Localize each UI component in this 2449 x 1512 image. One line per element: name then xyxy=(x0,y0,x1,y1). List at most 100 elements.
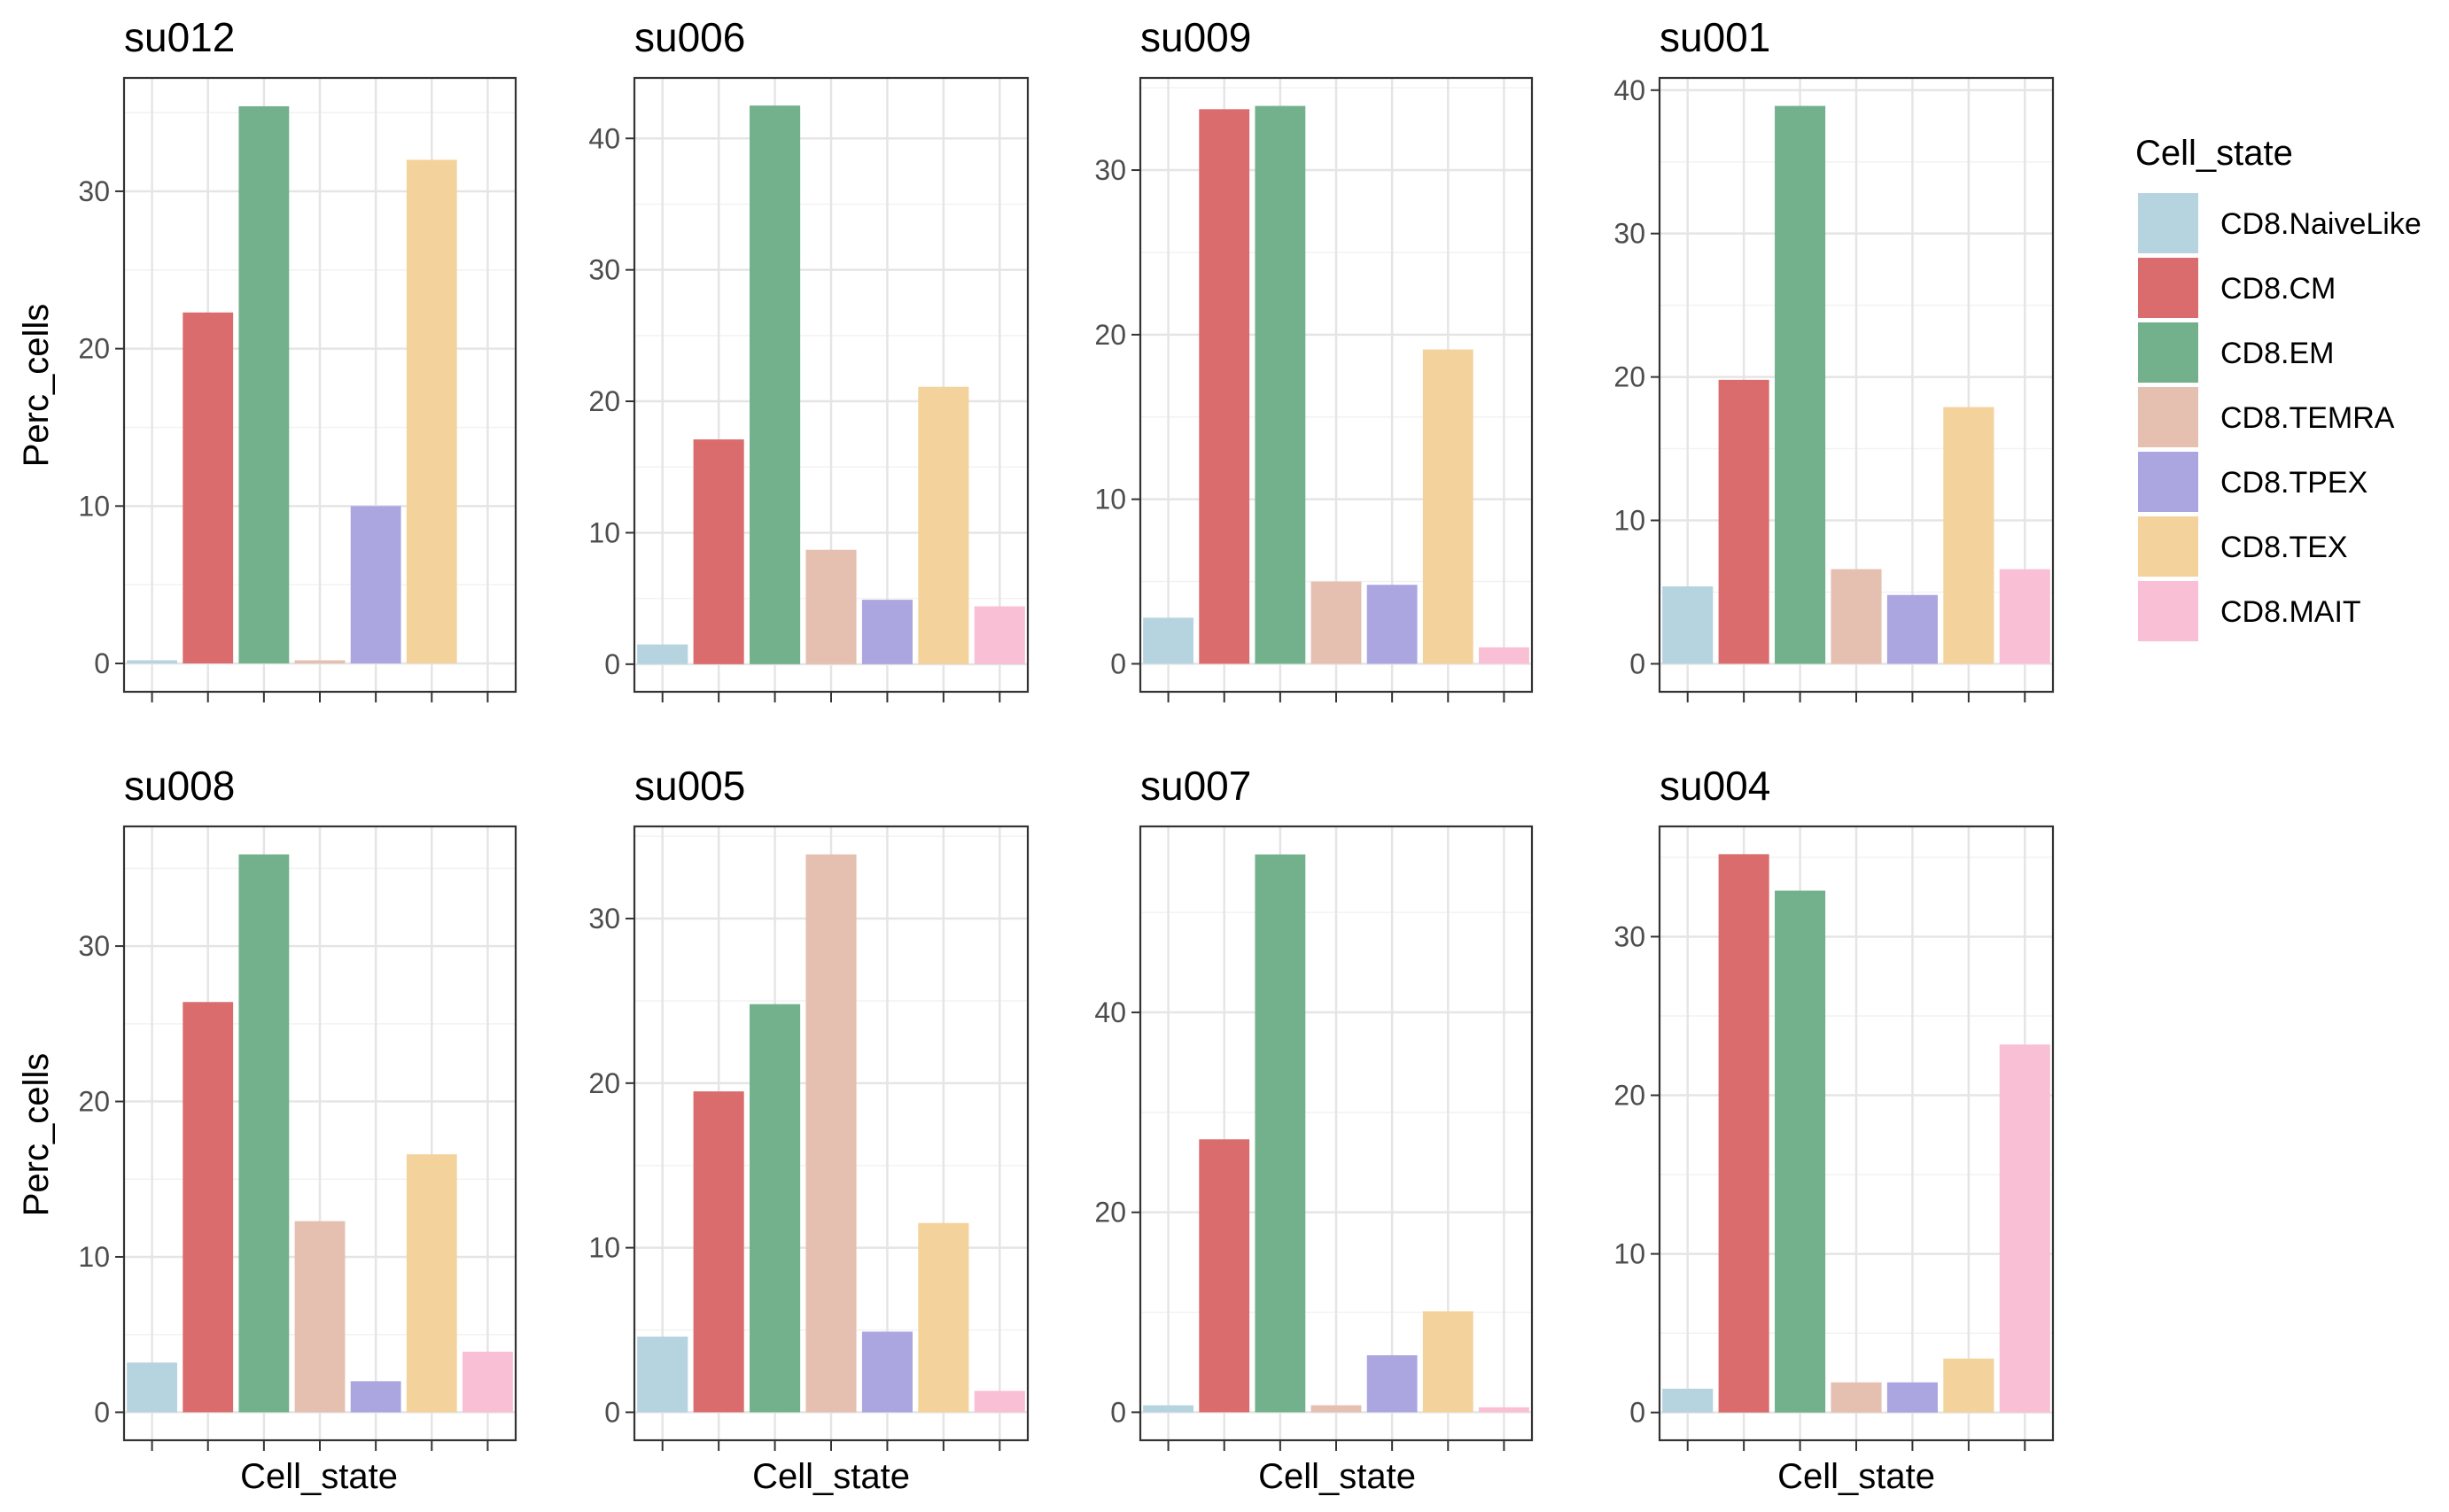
bar-CD8.TEX xyxy=(1943,1358,1994,1413)
legend-swatch xyxy=(2138,258,2198,318)
bar-CD8.TEMRA xyxy=(805,854,857,1413)
bar-CD8.TEMRA xyxy=(1310,1405,1362,1413)
bar-CD8.TPEX xyxy=(350,1381,401,1413)
facet-su007: 0 20 40 su007 xyxy=(1094,763,1534,1451)
y-tick-label: 40 xyxy=(1094,996,1126,1028)
facet-su012: 0 10 20 30 su012 xyxy=(78,14,517,702)
y-tick-label: 20 xyxy=(1094,1197,1126,1229)
y-tick-label: 10 xyxy=(1094,484,1126,516)
legend-label: CD8.TEMRA xyxy=(2220,401,2395,435)
legend-item-CD8.TEMRA: CD8.TEMRA xyxy=(2138,387,2395,447)
facet-su008: 0 10 20 30 su008 xyxy=(78,763,517,1451)
bar-CD8.EM xyxy=(238,105,290,664)
legend-item-CD8.CM: CD8.CM xyxy=(2138,258,2336,318)
bar-CD8.NaiveLike xyxy=(1143,617,1193,664)
bar-CD8.TEX xyxy=(406,1154,457,1413)
legend-items: CD8.NaiveLike CD8.CM CD8.EM CD8.TEMRA CD8.TP… xyxy=(2138,193,2422,641)
legend-swatch xyxy=(2138,452,2198,512)
panels: 0 10 20 30 su012 0 10 20 30 40 su006 0 10 20 30 su009 0 1… xyxy=(78,14,2055,1451)
bar-CD8.EM xyxy=(750,1004,801,1413)
y-tick-label: 10 xyxy=(588,1232,620,1264)
facet-su005: 0 10 20 30 su005 xyxy=(588,763,1030,1451)
y-tick-label: 0 xyxy=(1629,647,1645,679)
facet-su001: 0 10 20 30 40 su001 xyxy=(1613,14,2055,702)
y-tick-label: 30 xyxy=(78,175,110,207)
y-tick-label: 30 xyxy=(78,930,110,962)
y-tick-label: 20 xyxy=(1613,1080,1645,1112)
bar-CD8.TEMRA xyxy=(294,660,346,664)
bar-CD8.NaiveLike xyxy=(637,1336,688,1413)
y-axis-title-bottom: Perc_cells xyxy=(17,1053,56,1217)
bar-CD8.TEX xyxy=(406,159,457,664)
bar-CD8.TEMRA xyxy=(1831,569,1882,664)
legend-title: Cell_state xyxy=(2135,134,2293,173)
bar-CD8.CM xyxy=(693,439,744,664)
y-tick-label: 40 xyxy=(1613,74,1645,106)
bar-CD8.CM xyxy=(693,1091,744,1413)
bar-CD8.EM xyxy=(1255,105,1306,664)
y-tick-label: 20 xyxy=(588,385,620,417)
y-tick-label: 0 xyxy=(94,1396,110,1428)
bar-CD8.NaiveLike xyxy=(127,660,177,664)
bar-CD8.EM xyxy=(750,105,801,664)
y-tick-label: 0 xyxy=(1629,1397,1645,1429)
y-tick-label: 30 xyxy=(1613,218,1645,250)
bar-CD8.EM xyxy=(1775,890,1826,1413)
facet-su004: 0 10 20 30 su004 xyxy=(1613,763,2055,1451)
bar-CD8.MAIT xyxy=(974,1391,1025,1413)
bar-CD8.MAIT xyxy=(463,1351,513,1413)
facet-title: su009 xyxy=(1140,14,1251,60)
y-tick-label: 0 xyxy=(604,648,620,680)
legend-swatch xyxy=(2138,516,2198,577)
x-axis-title-1: Cell_state xyxy=(240,1457,398,1496)
facet-su009: 0 10 20 30 su009 xyxy=(1094,14,1534,702)
bar-CD8.EM xyxy=(1255,854,1306,1413)
bar-CD8.TPEX xyxy=(1366,1355,1418,1413)
x-axis-title-3: Cell_state xyxy=(1258,1457,1416,1496)
bar-CD8.TPEX xyxy=(350,506,401,664)
facet-title: su004 xyxy=(1660,763,1770,809)
facet-title: su001 xyxy=(1660,14,1770,60)
legend-label: CD8.CM xyxy=(2220,272,2336,306)
bar-CD8.EM xyxy=(1775,105,1826,664)
y-tick-label: 20 xyxy=(78,333,110,365)
bar-CD8.NaiveLike xyxy=(1662,585,1714,664)
y-tick-label: 20 xyxy=(1613,361,1645,393)
y-tick-label: 10 xyxy=(588,516,620,548)
bar-CD8.NaiveLike xyxy=(127,1362,177,1413)
facet-title: su012 xyxy=(124,14,235,60)
legend-item-CD8.NaiveLike: CD8.NaiveLike xyxy=(2138,193,2422,253)
y-tick-label: 10 xyxy=(78,490,110,522)
legend-label: CD8.MAIT xyxy=(2220,595,2361,629)
legend-swatch xyxy=(2138,581,2198,641)
legend-item-CD8.TPEX: CD8.TPEX xyxy=(2138,452,2367,512)
y-tick-label: 0 xyxy=(604,1396,620,1428)
facet-title: su007 xyxy=(1140,763,1251,809)
y-tick-label: 40 xyxy=(588,122,620,154)
facet-su006: 0 10 20 30 40 su006 xyxy=(588,14,1030,702)
bar-CD8.TPEX xyxy=(861,600,913,664)
legend-label: CD8.NaiveLike xyxy=(2220,207,2422,241)
bar-CD8.NaiveLike xyxy=(1143,1405,1193,1413)
facet-title: su005 xyxy=(634,763,745,809)
bar-CD8.CM xyxy=(183,312,234,664)
y-tick-label: 10 xyxy=(1613,505,1645,537)
bar-CD8.CM xyxy=(1718,854,1769,1413)
bar-CD8.NaiveLike xyxy=(637,644,688,664)
legend-label: CD8.TEX xyxy=(2220,531,2348,564)
bar-CD8.CM xyxy=(1199,109,1250,664)
facet-title: su008 xyxy=(124,763,235,809)
legend: Cell_state CD8.NaiveLikeCD8.CMCD8.EMCD8.… xyxy=(2135,134,2422,641)
x-axis-title-4: Cell_state xyxy=(1777,1457,1935,1496)
legend-label: CD8.EM xyxy=(2220,337,2334,370)
y-tick-label: 30 xyxy=(1613,920,1645,952)
legend-item-CD8.EM: CD8.EM xyxy=(2138,322,2334,383)
y-tick-label: 30 xyxy=(588,903,620,934)
bar-CD8.TEX xyxy=(1422,349,1473,664)
bar-CD8.TEX xyxy=(918,386,969,664)
x-axis-title-2: Cell_state xyxy=(752,1457,910,1496)
bar-CD8.MAIT xyxy=(974,606,1025,664)
bar-CD8.TEX xyxy=(1422,1311,1473,1413)
legend-label: CD8.TPEX xyxy=(2220,466,2367,500)
